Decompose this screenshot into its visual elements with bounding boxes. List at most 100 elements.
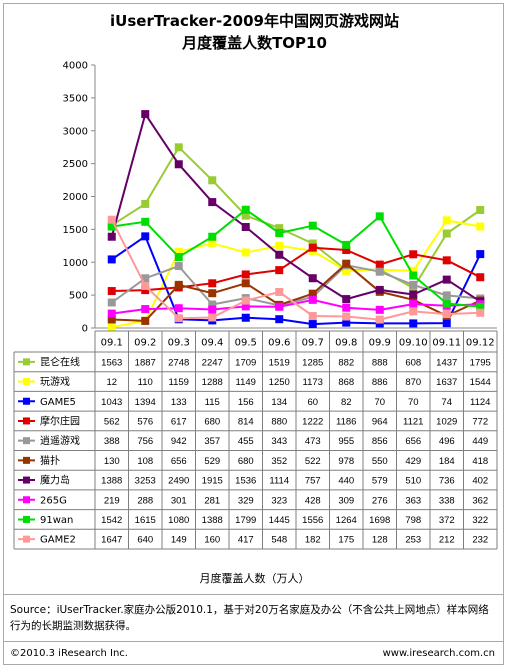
table-value: 1388 bbox=[202, 515, 223, 526]
table-value: 1887 bbox=[135, 357, 156, 368]
x-category-label: 09.5 bbox=[235, 338, 257, 349]
data-point bbox=[342, 295, 351, 304]
data-point bbox=[208, 313, 217, 322]
series-line-5 bbox=[111, 264, 481, 307]
series-line-2 bbox=[111, 219, 481, 329]
x-category-label: 09.12 bbox=[466, 338, 495, 349]
table-value: 562 bbox=[104, 416, 120, 427]
table-value: 338 bbox=[439, 495, 455, 506]
data-point bbox=[208, 279, 217, 288]
x-category-label: 09.2 bbox=[134, 338, 156, 349]
series-line-7 bbox=[110, 113, 481, 303]
table-value: 182 bbox=[305, 535, 321, 546]
data-point bbox=[409, 280, 418, 289]
data-point bbox=[107, 255, 116, 264]
x-category-label: 09.9 bbox=[369, 338, 391, 349]
table-value: 175 bbox=[338, 535, 354, 546]
table-value: 372 bbox=[439, 515, 455, 526]
table-value: 656 bbox=[405, 436, 421, 447]
table-value: 429 bbox=[405, 456, 421, 467]
data-point bbox=[241, 296, 250, 305]
data-point bbox=[174, 262, 183, 271]
y-tick-label: 0 bbox=[82, 324, 88, 335]
table-value: 1556 bbox=[302, 515, 323, 526]
data-point bbox=[375, 285, 384, 294]
legend-label: 265G bbox=[40, 495, 67, 506]
table-value: 12 bbox=[106, 377, 117, 388]
table-value: 1615 bbox=[135, 515, 156, 526]
data-point bbox=[375, 267, 384, 276]
data-point bbox=[174, 160, 183, 169]
table-value: 329 bbox=[238, 495, 254, 506]
y-tick-label: 1500 bbox=[63, 225, 88, 236]
footer-divider bbox=[4, 641, 503, 642]
table-value: 2247 bbox=[202, 357, 223, 368]
series-line-10 bbox=[110, 219, 481, 321]
table-value: 1519 bbox=[269, 357, 290, 368]
table-value: 1264 bbox=[336, 515, 357, 526]
data-point bbox=[442, 310, 451, 319]
table-value: 232 bbox=[472, 535, 488, 546]
data-point bbox=[442, 291, 451, 300]
table-value: 276 bbox=[372, 495, 388, 506]
data-point bbox=[141, 199, 150, 208]
table-value: 281 bbox=[204, 495, 220, 506]
data-point bbox=[342, 259, 351, 268]
data-point bbox=[476, 205, 485, 214]
table-value: 757 bbox=[305, 476, 321, 487]
data-point bbox=[107, 232, 116, 241]
data-point bbox=[476, 250, 485, 259]
table-value: 1288 bbox=[202, 377, 223, 388]
unit-label: 月度覆盖人数（万人） bbox=[199, 572, 310, 585]
data-point bbox=[241, 248, 250, 257]
table-value: 1029 bbox=[436, 416, 457, 427]
table-value: 522 bbox=[305, 456, 321, 467]
table-value: 1285 bbox=[302, 357, 323, 368]
table-value: 886 bbox=[372, 377, 388, 388]
table-value: 1222 bbox=[302, 416, 323, 427]
chart-svg: 0 500 1000 1500 2000 2500 3000 3500 4000 09.1 09.… bbox=[13, 61, 498, 550]
data-point bbox=[241, 223, 250, 232]
table-value: 529 bbox=[204, 456, 220, 467]
chart-title-line1: iUserTracker-2009年中国网页游戏网站 bbox=[110, 12, 399, 30]
legend-marker bbox=[23, 397, 30, 405]
table-value: 449 bbox=[472, 436, 488, 447]
y-tick-label: 2500 bbox=[63, 159, 88, 170]
table-value: 322 bbox=[472, 515, 488, 526]
data-point bbox=[442, 299, 451, 308]
table-value: 288 bbox=[137, 495, 153, 506]
table-value: 363 bbox=[405, 495, 421, 506]
table-value: 1647 bbox=[101, 535, 122, 546]
data-point bbox=[308, 295, 317, 304]
data-point bbox=[308, 320, 317, 329]
table-value: 1563 bbox=[101, 357, 122, 368]
table-value: 440 bbox=[338, 476, 354, 487]
table-value: 1388 bbox=[101, 476, 122, 487]
table-value: 362 bbox=[472, 495, 488, 506]
table-value: 149 bbox=[171, 535, 187, 546]
legend-marker bbox=[23, 417, 30, 425]
legend-label: 昆仑在线 bbox=[40, 355, 80, 368]
legend-label: GAME5 bbox=[40, 397, 76, 408]
data-point bbox=[409, 300, 418, 309]
table-value: 156 bbox=[238, 397, 254, 408]
legend-marker bbox=[23, 437, 30, 445]
website-link[interactable]: www.iresearch.com.cn bbox=[382, 648, 495, 659]
table-value: 2748 bbox=[168, 357, 189, 368]
table-value: 1709 bbox=[235, 357, 256, 368]
table-value: 1698 bbox=[369, 515, 390, 526]
data-point bbox=[275, 287, 284, 296]
x-category-label: 09.6 bbox=[268, 338, 290, 349]
x-category-label: 09.1 bbox=[101, 338, 123, 349]
data-point bbox=[275, 302, 284, 311]
x-category-label: 09.8 bbox=[335, 338, 357, 349]
y-tick-label: 500 bbox=[69, 291, 88, 302]
series-line-3 bbox=[111, 235, 482, 326]
y-tick-label: 1000 bbox=[63, 258, 88, 269]
data-point bbox=[442, 229, 451, 238]
table-value: 133 bbox=[171, 397, 187, 408]
table-value: 856 bbox=[372, 436, 388, 447]
data-point bbox=[342, 312, 351, 321]
data-point bbox=[409, 307, 418, 316]
legend-marker bbox=[23, 378, 30, 386]
